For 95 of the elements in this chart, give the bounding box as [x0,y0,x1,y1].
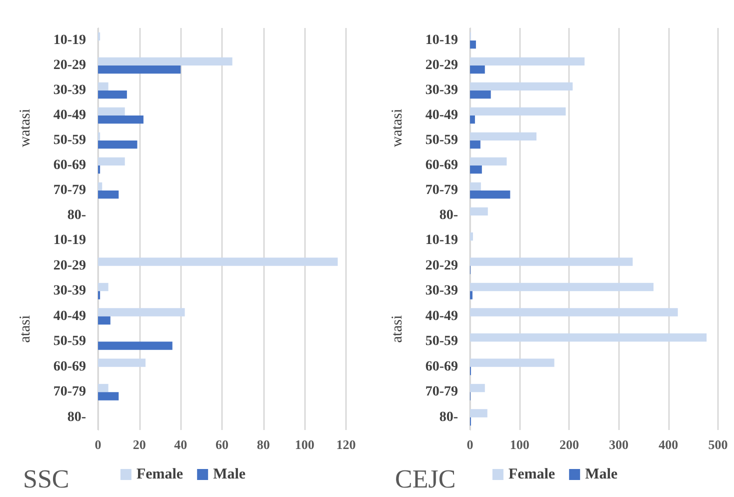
bar [470,308,678,316]
bar [470,409,488,418]
bar [98,182,102,190]
y-tick-label: 60-69 [53,158,86,173]
y-tick-label: 40-49 [425,108,458,123]
x-tick-label: 0 [466,437,474,452]
y-tick-label: 60-69 [425,158,458,173]
bar [470,107,566,116]
bar [98,116,144,124]
bar [470,384,485,392]
y-tick-label: 70-79 [425,384,458,400]
y-tick-label: 30-39 [425,83,458,98]
y-tick-label: 50-59 [53,334,86,350]
y-tick-label: 20-29 [425,58,458,73]
bar [470,333,707,342]
y-tick-label: 80- [439,410,458,425]
bar [98,66,181,74]
bar [470,40,476,49]
bar [470,132,536,140]
bar [98,107,125,116]
y-axis-title: watasi [18,108,34,148]
x-tick-label: 40 [174,437,188,452]
bar [470,57,585,66]
bar [470,66,485,74]
bar [98,57,232,66]
x-tick-label: 300 [609,437,629,452]
y-tick-label: 40-49 [53,108,86,123]
x-tick-label: 400 [658,437,678,452]
y-tick-label: 80- [67,208,86,223]
y-tick-label: 10-19 [53,33,86,48]
y-tick-label: 20-29 [53,58,86,73]
x-tick-label: 0 [94,437,102,452]
bar [98,316,110,325]
bar [470,182,481,190]
y-tick-label: 20-29 [425,258,458,274]
y-tick-label: 50-59 [425,133,458,148]
bar [470,358,554,367]
x-tick-label: 100 [510,437,530,452]
y-axis-title: watasi [390,108,406,148]
y-tick-label: 50-59 [53,133,86,148]
y-tick-label: 30-39 [53,83,86,98]
x-tick-label: 20 [132,437,146,452]
legend-label: Male [213,466,246,482]
x-tick-label: 80 [256,437,270,452]
y-tick-label: 80- [439,208,458,223]
x-tick-label: 100 [294,437,314,452]
y-axis-title: atasi [390,315,406,343]
y-tick-label: 20-29 [53,258,86,274]
bar [98,258,338,266]
legend-label: Male [585,466,618,482]
bar [470,157,507,166]
bar [98,308,185,316]
bar [470,232,473,241]
y-tick-label: 40-49 [53,308,86,324]
bar [470,90,491,99]
bar [98,282,108,292]
x-tick-label: 120 [336,437,356,452]
y-tick-label: 80- [67,410,86,425]
x-tick-label: 200 [559,437,579,452]
bar [98,384,108,392]
bar [470,140,480,149]
x-tick-label: 500 [708,437,728,452]
bar [98,157,125,166]
bar [98,392,119,400]
y-tick-label: 10-19 [53,233,86,248]
bar [470,82,573,90]
y-tick-label: 10-19 [425,33,458,48]
y-tick-label: 70-79 [53,183,86,198]
bar [98,90,127,99]
bar [98,82,108,90]
x-tick-label: 60 [216,437,228,452]
bar [470,282,654,292]
text: CEJC [395,464,456,494]
bar [470,207,488,216]
y-tick-label: 70-79 [53,384,86,400]
bar [470,166,482,174]
y-tick-label: 50-59 [425,334,458,350]
y-tick-label: 40-49 [425,308,458,324]
y-tick-label: 60-69 [425,359,458,374]
bar [470,190,510,199]
bar [470,116,475,124]
text: SSC [23,464,70,494]
bar [98,140,138,149]
y-tick-label: 10-19 [425,233,458,248]
bar [98,342,172,350]
y-tick-label: 30-39 [425,284,458,299]
y-axis-title: atasi [18,315,34,343]
legend-label: Female [508,466,556,482]
bar [470,258,633,266]
bar [98,190,119,199]
y-tick-label: 60-69 [53,359,86,374]
y-tick-label: 30-39 [53,284,86,299]
legend-label: Female [136,466,184,482]
bar [98,358,146,367]
y-tick-label: 70-79 [425,183,458,198]
